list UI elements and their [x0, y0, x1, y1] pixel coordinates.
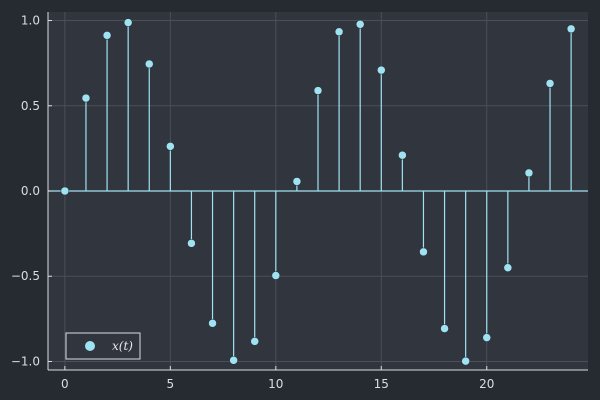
stem-marker-11 [292, 177, 302, 186]
y-tick-label-2: 0.0 [21, 184, 40, 198]
data-markers [60, 18, 576, 366]
stem-marker-7 [208, 319, 217, 328]
stem-marker-21 [503, 263, 513, 272]
x-tick-label-4: 20 [479, 377, 494, 391]
y-tick-label-0: −1.0 [11, 354, 40, 368]
stem-marker-13 [334, 27, 344, 37]
stem-marker-19 [461, 356, 470, 366]
y-tick-label-1: −0.5 [11, 269, 40, 283]
y-tick-label-3: 0.5 [21, 99, 40, 113]
stem-marker-22 [524, 168, 534, 178]
legend-box [65, 332, 141, 360]
stem-marker-3 [123, 18, 133, 27]
legend-marker [85, 341, 95, 351]
stem-marker-9 [250, 337, 259, 346]
stem-marker-12 [313, 86, 323, 95]
stem-marker-16 [398, 150, 407, 160]
stem-marker-20 [482, 333, 491, 342]
stem-marker-8 [229, 356, 238, 365]
x-tick-label-3: 15 [374, 377, 389, 391]
x-tick-label-0: 0 [61, 377, 69, 391]
stem-marker-0 [60, 186, 70, 196]
legend-label: x(t) [112, 339, 133, 353]
x-tick-label-2: 10 [268, 377, 283, 391]
stem-marker-10 [271, 271, 281, 280]
stem-lines [85, 22, 572, 362]
legend: x(t) [65, 332, 141, 360]
stem-marker-15 [377, 65, 386, 75]
stem-marker-24 [566, 24, 576, 34]
y-tick-label-4: 1.0 [21, 14, 40, 28]
tick-labels: 0 5 10 15 20 −1.0 −0.5 0.0 0.5 1.0 [11, 14, 495, 391]
stem-marker-17 [419, 247, 428, 257]
stem-marker-4 [145, 59, 154, 69]
stem-marker-23 [545, 79, 555, 88]
stem-marker-6 [187, 239, 196, 248]
stem-marker-18 [440, 324, 449, 333]
stem-marker-5 [166, 142, 175, 151]
stem-marker-14 [355, 20, 365, 29]
stem-marker-1 [81, 93, 91, 103]
x-tick-label-1: 5 [167, 377, 175, 391]
tick-marks [48, 20, 488, 370]
stem-marker-2 [102, 31, 112, 40]
